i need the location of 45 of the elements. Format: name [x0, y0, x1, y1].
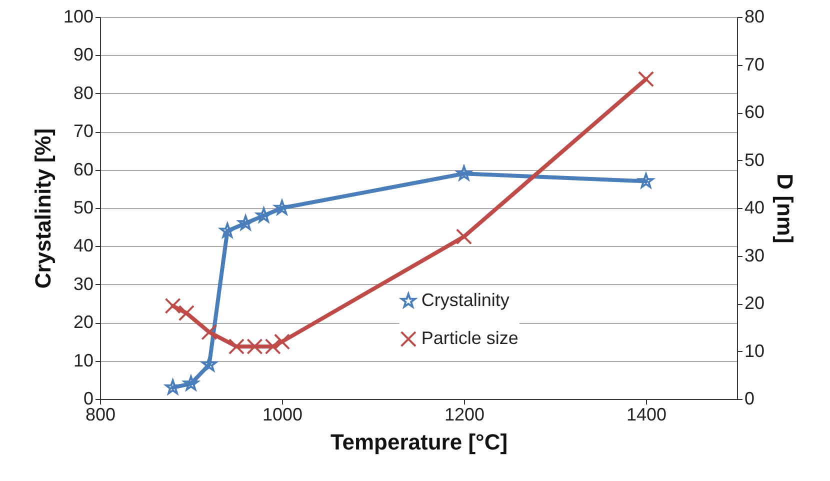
y-tick-label: 80: [73, 82, 94, 103]
point: [178, 304, 195, 322]
x-tick-label: 1400: [626, 404, 667, 424]
legend-label: Crystalinity: [421, 290, 510, 310]
y-tick-label: 10: [73, 350, 94, 370]
point: [220, 222, 236, 238]
point: [183, 376, 199, 390]
point: [238, 215, 254, 230]
x-tick-label: 1000: [262, 404, 303, 424]
point: [264, 338, 281, 355]
point: [164, 298, 181, 314]
y2-tick-label: 70: [744, 54, 765, 74]
point: [165, 379, 181, 394]
point: [201, 324, 218, 340]
x-tick-label: 1200: [444, 404, 485, 424]
y-tick-label: 50: [73, 198, 94, 218]
point: [456, 228, 472, 245]
y2-tick-label: 0: [744, 388, 755, 408]
y-axis-title: Crystalinity [%]: [30, 128, 56, 289]
y-tick-label: 90: [73, 44, 94, 65]
y2-axis-title: D [nm]: [772, 174, 798, 244]
point: [274, 200, 290, 215]
point: [638, 71, 654, 88]
y2-tick-label: 10: [744, 340, 765, 361]
y-tick-label: 40: [73, 236, 94, 256]
point: [201, 356, 217, 372]
y2-tick-label: 60: [744, 102, 765, 122]
point: [246, 338, 263, 355]
point: [256, 208, 272, 222]
y-tick-label: 100: [63, 6, 94, 26]
y2-tick-label: 50: [744, 150, 765, 170]
legend-label: Particle size: [421, 328, 518, 348]
y2-tick-label: 40: [744, 198, 765, 218]
point: [638, 173, 654, 188]
point: [228, 338, 245, 355]
y2-tick-label: 80: [744, 6, 765, 26]
y-tick-label: 30: [73, 274, 94, 294]
y-tick-label: 20: [73, 312, 94, 332]
y-tick-label: 70: [73, 121, 94, 142]
point: [274, 334, 290, 350]
x-axis-title: Temperature [°C]: [330, 430, 508, 454]
y2-tick-label: 20: [744, 293, 765, 313]
y-tick-label: 60: [73, 159, 94, 180]
y2-tick-label: 30: [744, 245, 765, 266]
point: [456, 166, 472, 180]
